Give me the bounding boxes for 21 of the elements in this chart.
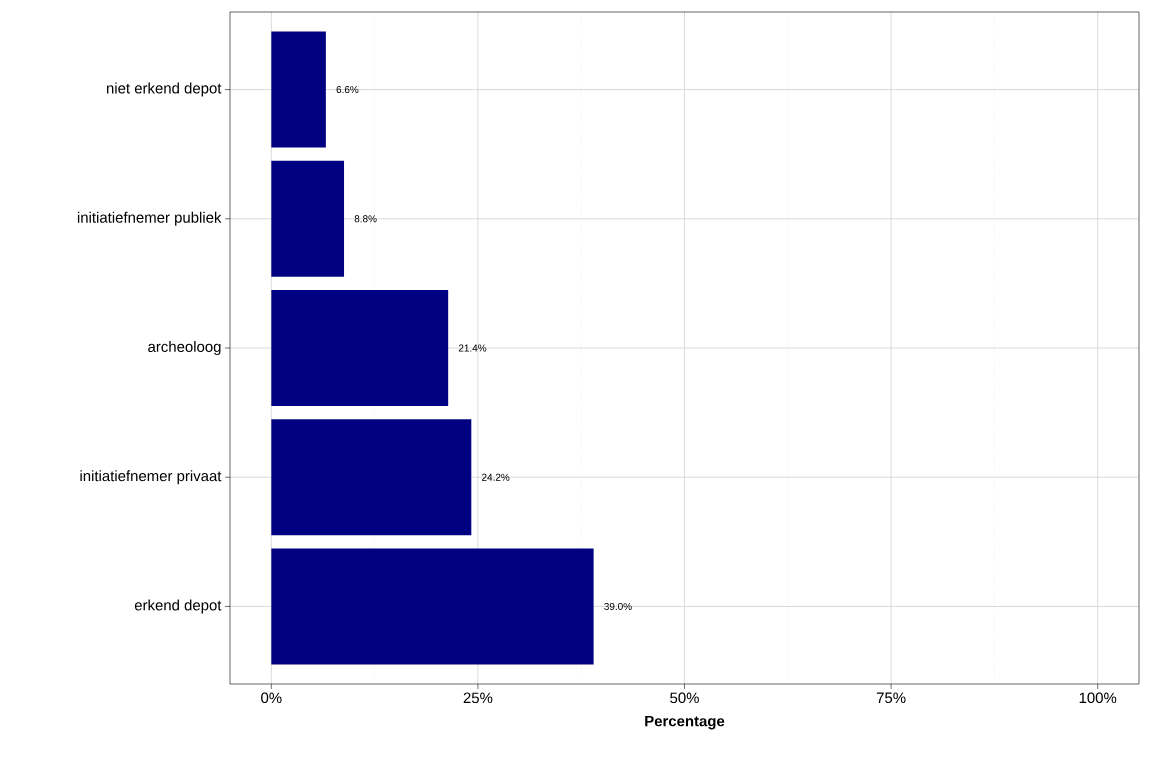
x-tick-label: 75% <box>876 692 906 704</box>
bar <box>271 290 449 406</box>
data-label: 39.0% <box>604 602 632 610</box>
bar <box>271 160 345 277</box>
x-tick-label: 25% <box>463 692 493 704</box>
y-tick-label: archeoloog <box>148 341 221 355</box>
y-tick-label: initiatiefnemer publiek <box>77 211 222 226</box>
y-tick-label: niet erkend depot <box>106 82 222 97</box>
y-tick-label: erkend depot <box>134 599 222 614</box>
data-label: 21.4% <box>458 344 487 352</box>
bar <box>271 548 594 665</box>
data-label: 6.6% <box>336 86 359 94</box>
bar <box>271 419 472 536</box>
x-tick-label: 50% <box>670 692 699 704</box>
x-tick-label: 100% <box>1079 692 1117 704</box>
data-label: 8.8% <box>354 215 377 223</box>
x-axis-title: Percentage <box>645 715 725 730</box>
bar <box>271 31 326 148</box>
y-tick-label: initiatiefnemer privaat <box>80 470 222 485</box>
data-label: 24.2% <box>482 473 510 481</box>
x-tick-label: 0% <box>261 692 282 704</box>
